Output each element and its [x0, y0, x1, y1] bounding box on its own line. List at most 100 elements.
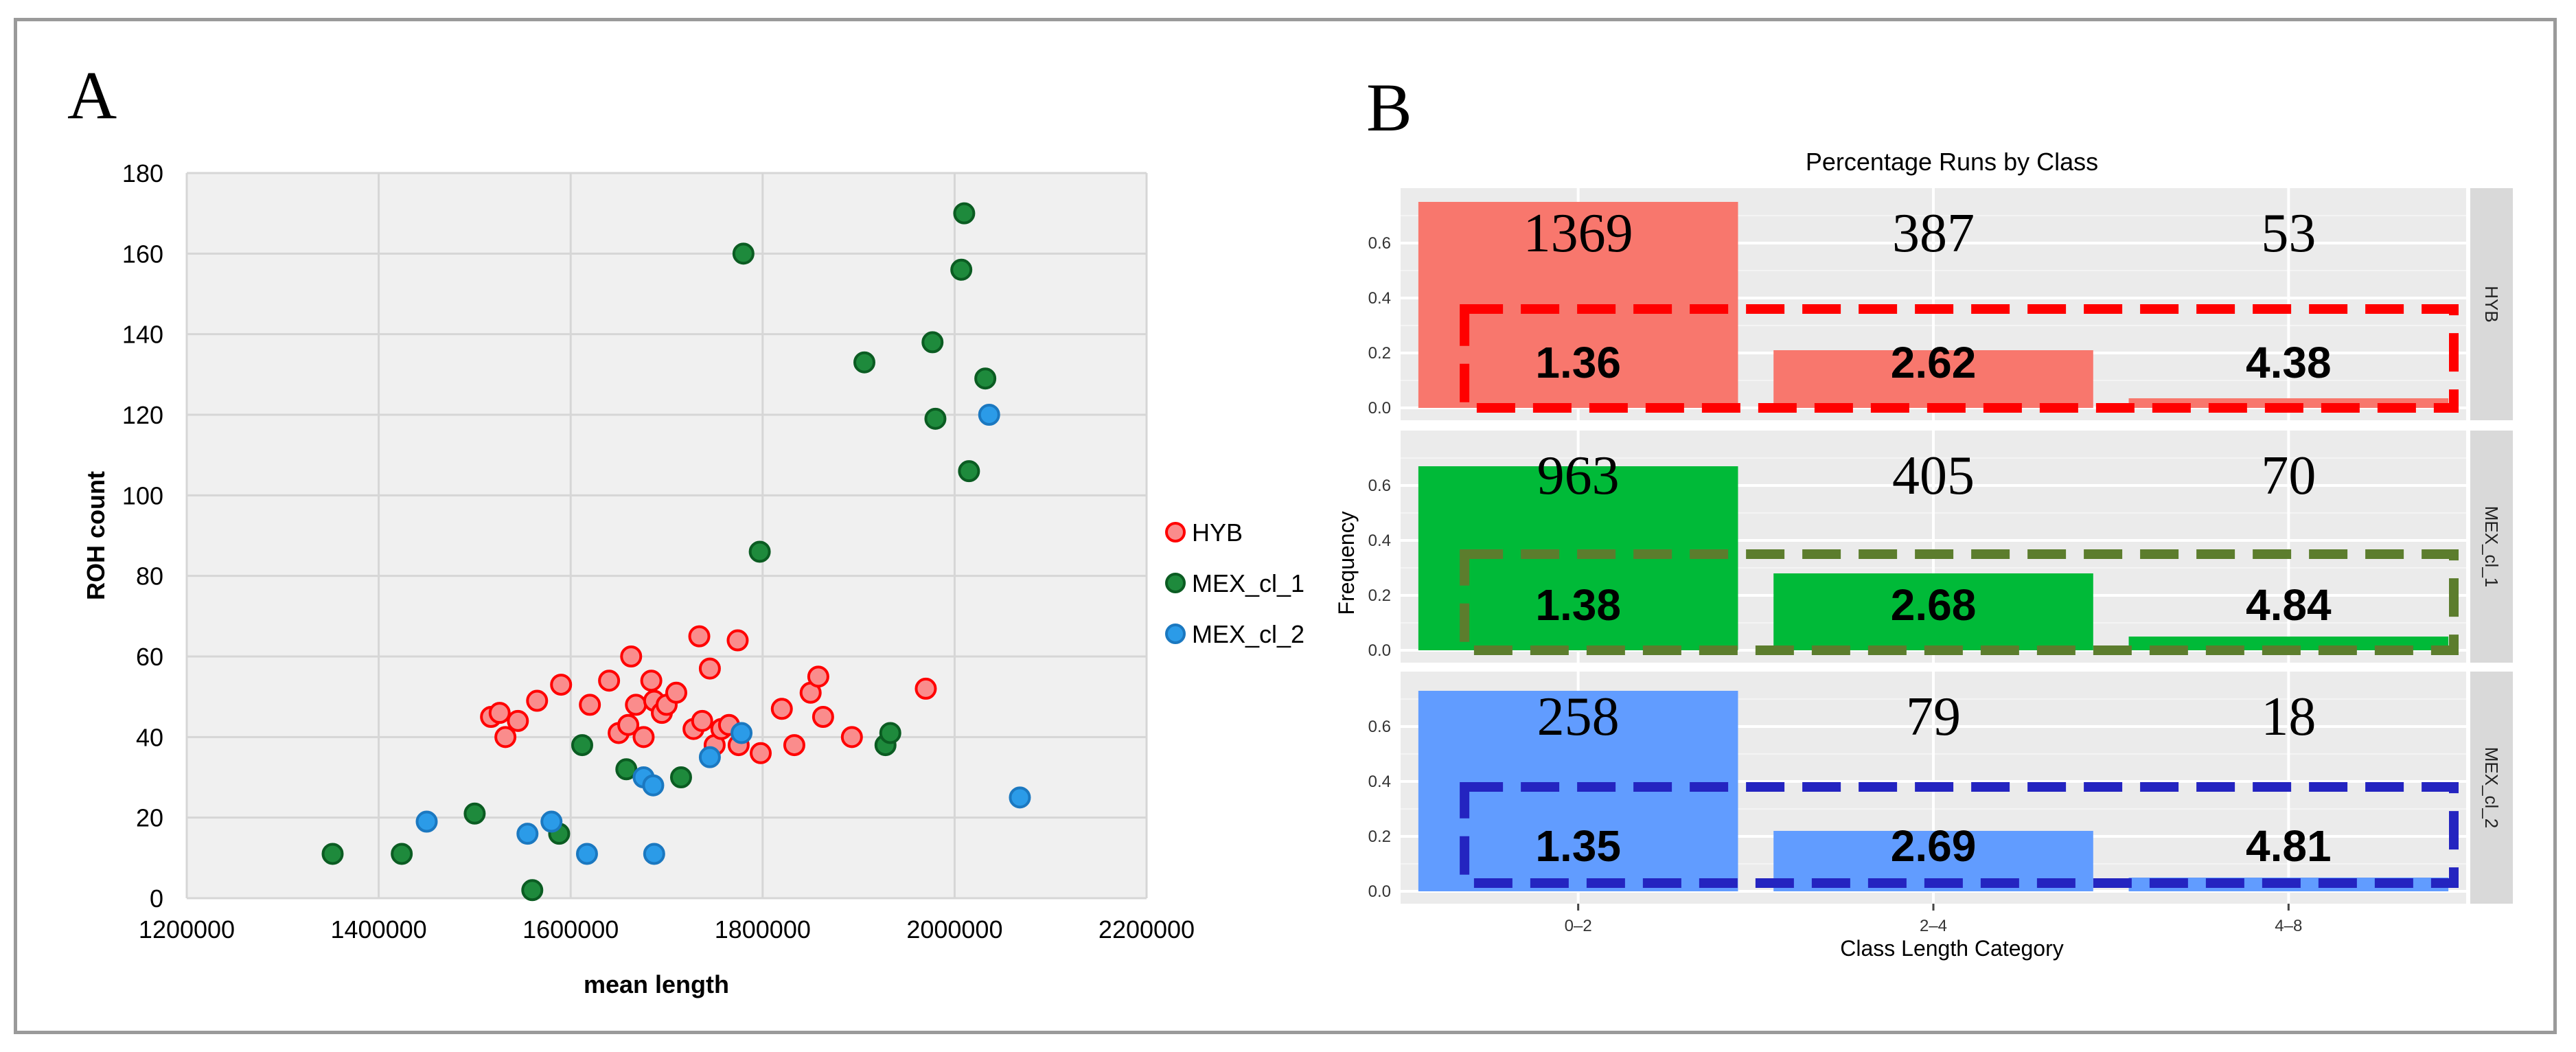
- x-tick-label: 1200000: [139, 915, 235, 944]
- scatter-point: [643, 843, 665, 865]
- bar: [1773, 573, 2093, 650]
- series-MEX_cl_2: [415, 404, 1031, 865]
- scatter-point: [974, 367, 997, 390]
- mean-length-label: 1.35: [1535, 821, 1621, 871]
- scatter-point: [853, 351, 875, 374]
- y-tick-label: 180: [122, 159, 163, 187]
- scatter-point: [463, 802, 486, 825]
- series-HYB: [480, 625, 937, 764]
- scatter-y-axis: 0 20 40 60 80 100 120 140 160 180: [122, 159, 163, 913]
- x-tick-label: 2–4: [1920, 917, 1947, 935]
- y-tick-label: 0.4: [1368, 531, 1391, 550]
- scatter-point: [953, 202, 976, 225]
- bar-x-label: Class Length Category: [1840, 936, 2064, 961]
- scatter-point: [783, 734, 805, 757]
- mean-length-label: 4.81: [2246, 821, 2332, 871]
- scatter-point: [625, 694, 647, 716]
- scatter-point: [770, 698, 793, 720]
- y-tick-label: 140: [122, 321, 163, 349]
- scatter-legend: HYB MEX_cl_1 MEX_cl_2: [1165, 518, 1304, 648]
- mean-length-label: 2.68: [1891, 580, 1977, 630]
- bar-chart-title: Percentage Runs by Class: [1806, 148, 2098, 176]
- x-tick-label: 1800000: [715, 915, 811, 944]
- legend-label: MEX_cl_2: [1192, 620, 1304, 648]
- facet-strip-label: MEX_cl_1: [2481, 506, 2502, 588]
- y-tick-label: 0.2: [1368, 827, 1391, 846]
- bar: [1773, 350, 2093, 408]
- panel-label-a: A: [67, 57, 117, 133]
- facet-MEX_cl_1: 0.0 0.2 0.4 0.6 963 405 70 1.38 2.68 4.84 MEX_cl_1: [1368, 431, 2513, 663]
- scatter-x-label: mean length: [584, 970, 729, 998]
- y-tick-label: 80: [136, 562, 163, 591]
- facet-strip-label: MEX_cl_2: [2481, 747, 2502, 829]
- scatter-point: [840, 726, 863, 748]
- y-tick-label: 100: [122, 481, 163, 510]
- x-tick-label: 2200000: [1099, 915, 1195, 944]
- y-tick-label: 20: [136, 804, 163, 832]
- mean-length-label: 4.38: [2246, 338, 2332, 387]
- facet-strip-label: HYB: [2481, 286, 2502, 322]
- x-tick-label: 1400000: [331, 915, 427, 944]
- scatter-point: [598, 670, 621, 692]
- scatter-point: [615, 758, 638, 781]
- count-label: 53: [2261, 203, 2316, 264]
- scatter-point: [924, 407, 947, 430]
- count-label: 70: [2261, 446, 2316, 506]
- scatter-point: [1009, 786, 1031, 809]
- count-label: 18: [2261, 687, 2316, 747]
- scatter-point: [550, 674, 573, 696]
- scatter-plot-area: [187, 173, 1147, 898]
- x-tick-label: 2000000: [906, 915, 1002, 944]
- y-tick-label: 160: [122, 240, 163, 268]
- scatter-point: [571, 734, 593, 757]
- scatter-point: [516, 823, 539, 845]
- scatter-point: [507, 709, 529, 732]
- scatter-point: [640, 670, 663, 692]
- y-tick-label: 60: [136, 643, 163, 671]
- scatter-point: [521, 879, 544, 902]
- facet-MEX_cl_2: 0.0 0.2 0.4 0.6 258 79 18 1.35 2.69 4.81 MEX_cl_2: [1368, 672, 2513, 904]
- count-label: 963: [1537, 446, 1620, 506]
- scatter-point: [726, 629, 749, 652]
- scatter-point: [807, 665, 829, 688]
- mean-length-label: 2.62: [1891, 338, 1977, 387]
- legend-marker: [1165, 624, 1186, 644]
- y-tick-label: 0: [150, 884, 163, 913]
- highlight-dashed-box: [1460, 304, 2459, 413]
- faceted-bar-chart: 0.00.20.40.6 1369 387 531.36 2.62 4.38HYB0.00…: [1368, 188, 2513, 904]
- y-tick-label: 120: [122, 401, 163, 429]
- legend-label: HYB: [1192, 518, 1243, 547]
- scatter-point: [921, 331, 944, 354]
- y-tick-label: 0.4: [1368, 289, 1391, 308]
- scatter-point: [321, 843, 344, 865]
- bar-y-label: Frequency: [1334, 511, 1359, 615]
- bar-x-axis: 0–2 2–4 4–8: [1565, 904, 2302, 935]
- y-tick-label: 0.0: [1368, 882, 1391, 901]
- scatter-point: [669, 766, 692, 788]
- scatter-point: [642, 774, 665, 797]
- scatter-x-axis: 1200000 1400000 1600000 1800000 2000000 22000…: [139, 915, 1195, 944]
- scatter-point: [617, 713, 640, 736]
- count-label: 1369: [1523, 203, 1633, 264]
- mean-length-label: 4.84: [2246, 580, 2332, 630]
- scatter-point: [732, 242, 755, 265]
- facet-HYB: 0.0 0.2 0.4 0.6 1369 387 53 1.36 2.62 4.38 HYB: [1368, 188, 2513, 420]
- facet-strip: [2470, 431, 2513, 663]
- y-tick-label: 0.2: [1368, 344, 1391, 363]
- scatter-point: [950, 258, 973, 281]
- count-label: 258: [1537, 687, 1620, 747]
- scatter-point: [812, 706, 834, 728]
- facet-strip: [2470, 672, 2513, 904]
- count-label: 387: [1892, 203, 1975, 264]
- scatter-point: [698, 657, 721, 680]
- scatter-point: [958, 460, 980, 483]
- x-tick-label: 4–8: [2275, 917, 2302, 935]
- count-label: 79: [1906, 687, 1961, 747]
- scatter-point: [526, 689, 549, 712]
- scatter-point: [620, 645, 643, 667]
- scatter-point: [632, 726, 655, 748]
- mean-length-label: 2.69: [1891, 821, 1977, 871]
- count-label: 405: [1892, 446, 1975, 506]
- scatter-point: [494, 726, 517, 748]
- y-tick-label: 0.6: [1368, 234, 1391, 253]
